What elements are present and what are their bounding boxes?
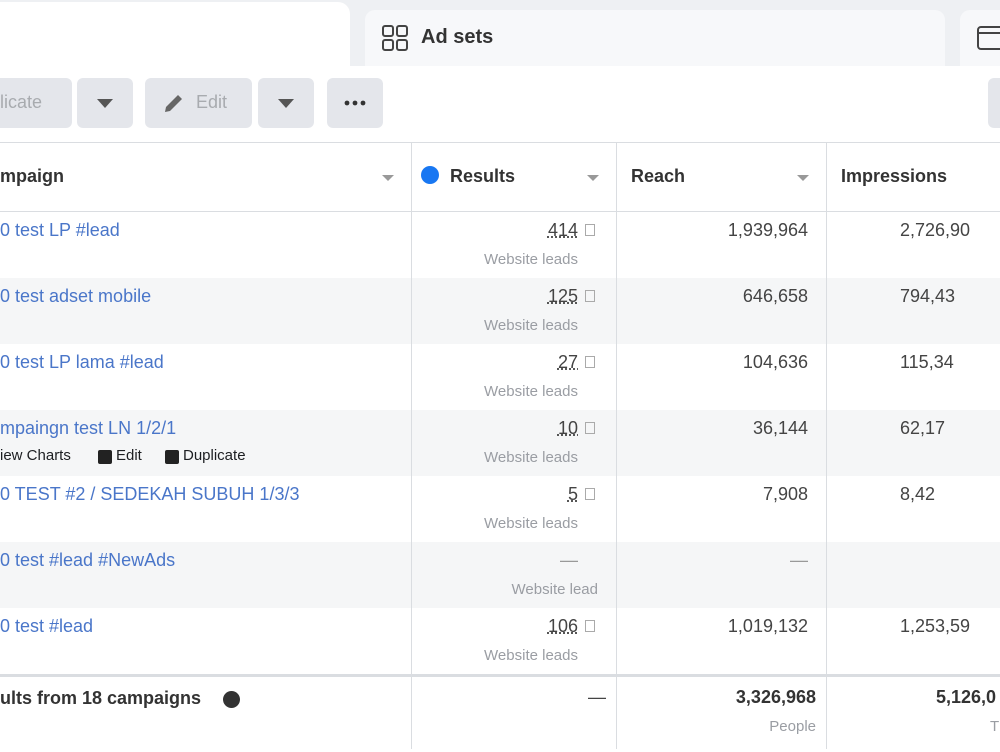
column-header: Results bbox=[450, 166, 515, 187]
row-action[interactable]: Edit bbox=[116, 447, 142, 464]
right-button[interactable] bbox=[988, 78, 1000, 128]
results-value: 414 bbox=[548, 220, 578, 241]
duplicate-button[interactable]: licate bbox=[0, 78, 72, 128]
reach-value: — bbox=[790, 550, 808, 571]
edit-button[interactable]: Edit bbox=[145, 78, 252, 128]
edit-dropdown[interactable] bbox=[258, 78, 314, 128]
more-icon bbox=[343, 100, 367, 106]
campaign-link[interactable]: 0 test #lead bbox=[0, 616, 93, 637]
reach-value: 7,908 bbox=[763, 484, 808, 505]
reach-value: 1,939,964 bbox=[728, 220, 808, 241]
column-header: Impressions bbox=[841, 166, 947, 187]
table-row bbox=[0, 608, 1000, 674]
footer-reach: 3,326,968 bbox=[736, 687, 816, 708]
ad-sets-tab[interactable]: Ad sets bbox=[365, 10, 945, 66]
results-value: 27 bbox=[558, 352, 578, 373]
flag-icon bbox=[585, 224, 595, 236]
campaign-link[interactable]: mpaingn test LN 1/2/1 bbox=[0, 418, 176, 439]
duplicate-dropdown[interactable] bbox=[77, 78, 133, 128]
results-label: Website leads bbox=[484, 515, 578, 532]
results-label: Website leads bbox=[484, 251, 578, 268]
results-label: Website leads bbox=[484, 449, 578, 466]
impressions-value: 2,726,90 bbox=[900, 220, 1000, 241]
sort-caret bbox=[797, 175, 809, 181]
row-action[interactable]: Duplicate bbox=[183, 447, 246, 464]
impressions-value: 1,253,59 bbox=[900, 616, 1000, 637]
results-value: 5 bbox=[568, 484, 578, 505]
footer-impressions-label: T bbox=[990, 718, 999, 735]
ad-sets-label: Ad sets bbox=[421, 26, 493, 49]
footer-reach-label: People bbox=[769, 718, 816, 735]
column-header: mpaign bbox=[0, 166, 64, 187]
flag-icon bbox=[585, 620, 595, 632]
flag-icon bbox=[585, 290, 595, 302]
more-button[interactable] bbox=[327, 78, 383, 128]
impressions-value: 62,17 bbox=[900, 418, 1000, 439]
results-label: Website lead bbox=[512, 581, 598, 598]
footer-results: — bbox=[588, 687, 606, 708]
ad-sets-icon bbox=[381, 24, 409, 52]
campaign-link[interactable]: 0 test #lead #NewAds bbox=[0, 550, 175, 571]
campaigns-tab[interactable] bbox=[0, 2, 350, 72]
impressions-value: 8,42 bbox=[900, 484, 1000, 505]
column-divider bbox=[616, 142, 617, 749]
duplicate-label: licate bbox=[0, 92, 42, 113]
flag-icon bbox=[585, 356, 595, 368]
footer-impressions: 5,126,0 bbox=[936, 687, 996, 708]
column-divider bbox=[826, 142, 827, 749]
column-divider bbox=[411, 142, 412, 749]
ads-manager: Ad sets licate Edit mpaign Results Reach Im… bbox=[0, 0, 1000, 749]
ads-icon bbox=[976, 24, 1000, 52]
sort-caret bbox=[382, 175, 394, 181]
action-icon[interactable] bbox=[98, 450, 112, 464]
reach-value: 646,658 bbox=[743, 286, 808, 307]
results-value: 125 bbox=[548, 286, 578, 307]
results-label: Website leads bbox=[484, 317, 578, 334]
results-label: Website leads bbox=[484, 383, 578, 400]
pencil-icon bbox=[163, 92, 185, 114]
reach-value: 104,636 bbox=[743, 352, 808, 373]
footer-row bbox=[0, 674, 1000, 752]
ads-tab[interactable] bbox=[960, 10, 1000, 66]
row-action[interactable]: iew Charts bbox=[0, 447, 71, 464]
info-icon bbox=[421, 166, 439, 184]
sort-caret bbox=[587, 175, 599, 181]
footer-info-icon bbox=[223, 691, 240, 708]
caret bbox=[278, 99, 294, 108]
flag-icon bbox=[585, 488, 595, 500]
results-value: — bbox=[560, 550, 578, 571]
reach-value: 1,019,132 bbox=[728, 616, 808, 637]
campaign-link[interactable]: 0 test LP #lead bbox=[0, 220, 120, 241]
edit-label: Edit bbox=[196, 92, 227, 113]
results-label: Website leads bbox=[484, 647, 578, 664]
impressions-value: 115,34 bbox=[900, 352, 1000, 373]
campaign-table: mpaign Results Reach Impressions 0 test LP #… bbox=[0, 142, 1000, 749]
campaign-link[interactable]: 0 TEST #2 / SEDEKAH SUBUH 1/3/3 bbox=[0, 484, 299, 505]
reach-value: 36,144 bbox=[753, 418, 808, 439]
flag-icon bbox=[585, 422, 595, 434]
table-row bbox=[0, 212, 1000, 278]
footer-name: ults from 18 campaigns bbox=[0, 688, 201, 709]
caret bbox=[97, 99, 113, 108]
column-header: Reach bbox=[631, 166, 685, 187]
campaign-link[interactable]: 0 test adset mobile bbox=[0, 286, 151, 307]
impressions-value: 794,43 bbox=[900, 286, 1000, 307]
results-value: 106 bbox=[548, 616, 578, 637]
action-icon[interactable] bbox=[165, 450, 179, 464]
results-value: 10 bbox=[558, 418, 578, 439]
campaign-link[interactable]: 0 test LP lama #lead bbox=[0, 352, 164, 373]
